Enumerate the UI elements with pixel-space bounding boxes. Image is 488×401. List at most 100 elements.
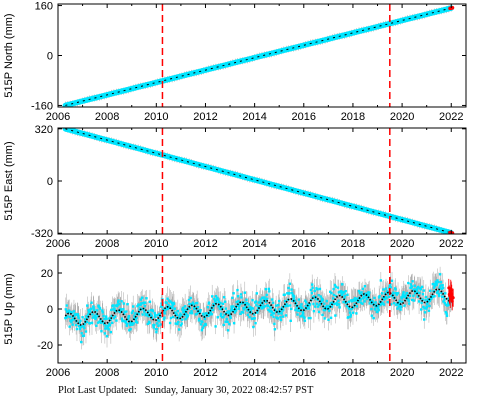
data-point xyxy=(112,317,116,320)
data-point xyxy=(297,298,301,301)
data-point xyxy=(409,283,413,286)
data-point xyxy=(85,315,88,318)
data-point xyxy=(147,310,150,313)
data-point xyxy=(198,310,202,314)
data-point xyxy=(97,305,101,308)
data-point xyxy=(294,303,298,306)
data-point xyxy=(118,302,121,306)
data-point xyxy=(190,310,193,313)
data-point xyxy=(437,292,441,296)
data-point xyxy=(316,288,319,291)
data-point xyxy=(422,305,425,309)
data-point xyxy=(95,309,99,312)
data-point xyxy=(251,307,255,310)
data-point xyxy=(69,319,72,322)
data-point xyxy=(92,306,95,309)
data-point xyxy=(256,311,259,314)
x-tick-label: 2020 xyxy=(390,238,414,250)
data-point xyxy=(332,287,335,291)
y-axis-label-north: 515P North (mm) xyxy=(3,13,15,97)
data-point xyxy=(68,315,72,319)
data-point xyxy=(68,325,71,328)
data-point xyxy=(307,307,311,310)
data-point xyxy=(394,288,397,291)
data-point xyxy=(274,304,278,307)
data-point xyxy=(313,295,316,298)
data-point xyxy=(207,314,210,318)
data-point xyxy=(265,300,268,303)
data-point xyxy=(295,301,298,305)
data-point xyxy=(145,297,148,300)
data-point xyxy=(123,310,127,314)
data-point xyxy=(351,299,354,302)
data-point xyxy=(376,310,379,314)
panel-up: 2006 2008 2010 2012 2014 2016 2018 2020 2022 -20 0… xyxy=(3,254,467,379)
data-point xyxy=(75,327,79,331)
data-point xyxy=(234,307,237,310)
data-point xyxy=(150,314,153,318)
data-point xyxy=(330,291,333,295)
data-point xyxy=(438,294,441,298)
data-point xyxy=(172,302,176,306)
data-point xyxy=(96,321,100,324)
data-point xyxy=(104,327,107,330)
data-point xyxy=(340,290,343,293)
data-point xyxy=(100,329,103,333)
data-point xyxy=(381,301,384,304)
data-point xyxy=(374,308,377,311)
data-point xyxy=(288,292,291,295)
data-point xyxy=(91,316,95,319)
panel-north: 2006 2008 2010 2012 2014 2016 2018 2020 2022 -160… xyxy=(3,1,467,123)
data-point xyxy=(156,313,159,317)
data-point xyxy=(389,286,392,289)
data-point xyxy=(201,320,204,324)
data-point xyxy=(277,312,280,315)
data-point xyxy=(235,300,238,304)
data-point xyxy=(260,307,264,310)
data-point xyxy=(125,324,128,327)
data-point xyxy=(228,312,231,315)
data-point xyxy=(309,288,313,292)
data-point xyxy=(279,318,283,322)
x-tick-label: 2008 xyxy=(95,111,119,123)
data-point xyxy=(233,308,236,312)
data-point xyxy=(111,304,115,307)
data-point xyxy=(212,302,215,306)
data-point xyxy=(253,317,256,320)
data-point xyxy=(78,321,81,325)
data-point xyxy=(405,291,409,295)
data-point xyxy=(264,298,267,301)
data-point xyxy=(85,320,89,324)
data-point xyxy=(89,307,93,311)
data-point xyxy=(66,315,69,318)
data-point xyxy=(206,306,210,309)
data-point xyxy=(438,273,442,276)
data-point xyxy=(382,303,386,306)
data-point xyxy=(361,287,365,291)
data-point xyxy=(189,302,193,306)
data-point xyxy=(169,300,172,303)
data-point xyxy=(439,284,442,287)
data-point xyxy=(435,283,438,286)
data-point xyxy=(254,321,257,325)
data-point xyxy=(369,300,373,303)
data-point xyxy=(289,304,292,307)
data-point xyxy=(187,298,191,302)
data-point xyxy=(421,292,425,296)
data-point xyxy=(306,306,310,309)
data-point xyxy=(83,318,87,321)
data-point xyxy=(444,310,447,314)
data-point xyxy=(165,301,168,305)
data-point xyxy=(218,307,222,310)
y-tick-label: -20 xyxy=(37,340,53,352)
data-point xyxy=(115,319,118,322)
data-point xyxy=(120,300,123,303)
data-point xyxy=(171,305,174,309)
data-point xyxy=(304,299,307,302)
data-point xyxy=(96,314,99,318)
data-point xyxy=(268,290,271,293)
data-point xyxy=(367,294,371,297)
x-tick-label: 2022 xyxy=(439,111,463,123)
data-point xyxy=(446,303,450,307)
data-point xyxy=(265,293,268,297)
